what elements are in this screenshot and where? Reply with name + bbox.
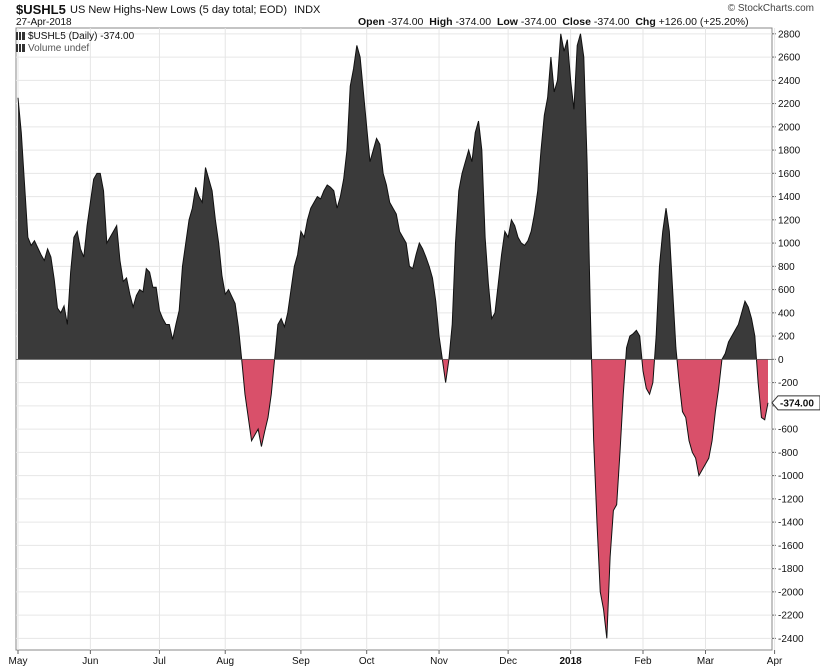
y-tick-label: -200 [778,378,798,389]
ohlc-readout: Open -374.00 High -374.00 Low -374.00 Cl… [358,16,749,28]
chg-label: Chg [635,16,656,28]
last-value-label: -374.00 [780,398,814,409]
y-tick-label: -800 [778,448,798,459]
y-tick-label: 0 [778,355,784,366]
exchange-text: INDX [294,4,321,16]
chg-value: +126.00 (+25.20%) [658,16,749,28]
x-tick-label: Dec [499,656,517,667]
high-value: -374.00 [455,16,492,28]
y-tick-label: 600 [778,285,795,296]
close-label: Close [562,16,591,28]
legend-series: $USHL5 (Daily) -374.00 [16,31,134,43]
high-label: High [429,16,453,28]
x-tick-label: 2018 [560,656,583,667]
open-label: Open [358,16,385,28]
x-tick-label: Oct [359,656,375,667]
y-tick-label: 800 [778,262,795,273]
x-tick-label: Apr [767,656,783,667]
stockcharts-brand[interactable]: © StockCharts.com [727,3,814,14]
x-tick-label: Feb [634,656,652,667]
y-tick-label: 1000 [778,239,801,250]
x-tick-label: Nov [430,656,448,667]
legend-volume-text: Volume undef [28,43,90,54]
x-tick-label: Mar [697,656,715,667]
y-tick-label: -1400 [778,518,804,529]
y-tick-label: -2400 [778,634,804,645]
y-tick-label: -600 [778,425,798,436]
y-tick-label: -1200 [778,494,804,505]
volume-swatch-icon [16,44,25,52]
y-tick-label: -2200 [778,611,804,622]
y-tick-label: 2000 [778,122,801,133]
series-swatch-icon [16,32,25,40]
legend-series-text: $USHL5 (Daily) -374.00 [28,31,135,42]
y-tick-label: -2000 [778,587,804,598]
y-tick-label: 400 [778,308,795,319]
y-tick-label: -1000 [778,471,804,482]
x-tick-label: Jul [153,656,166,667]
y-tick-label: -1800 [778,564,804,575]
x-tick-label: Sep [292,656,310,667]
negative-area [18,359,768,639]
y-tick-label: 2600 [778,53,801,64]
close-value: -374.00 [593,16,630,28]
low-value: -374.00 [520,16,557,28]
legend-volume: Volume undef [16,43,134,55]
y-tick-label: 2200 [778,99,801,110]
chart-legend: $USHL5 (Daily) -374.00 Volume undef [16,31,134,55]
x-tick-label: Aug [216,656,234,667]
chart-header: $USHL5 US New Highs-New Lows (5 day tota… [0,0,820,30]
chart-date: 27-Apr-2018 [16,17,72,28]
y-tick-label: 200 [778,332,795,343]
open-value: -374.00 [387,16,424,28]
description-text: US New Highs-New Lows (5 day total; EOD) [70,4,288,16]
last-value-marker [771,395,820,411]
series-line [17,33,769,639]
x-tick-label: Jun [82,656,98,667]
y-tick-label: 1600 [778,169,801,180]
x-tick-label: May [9,656,28,667]
y-tick-label: 1800 [778,146,801,157]
y-tick-label: 2400 [778,76,801,87]
symbol-title: $USHL5 [16,2,66,17]
low-label: Low [496,16,518,28]
positive-area [18,33,768,360]
y-tick-label: -1600 [778,541,804,552]
y-tick-label: 1200 [778,215,801,226]
y-tick-label: 2800 [778,29,801,40]
y-tick-label: 1400 [778,192,801,203]
symbol-description: US New Highs-New Lows (5 day total; EOD)… [70,4,320,16]
